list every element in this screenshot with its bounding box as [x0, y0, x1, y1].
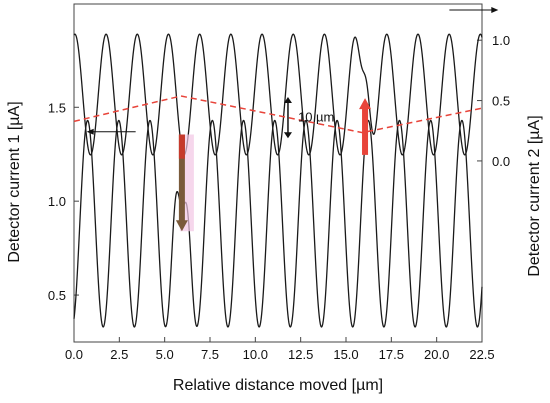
up-arrow-shaft — [362, 108, 369, 155]
x-tick-label-3: 7.5 — [201, 347, 219, 362]
y-left-tick-label-2: 1.5 — [48, 100, 66, 115]
x-tick-label-4: 10.0 — [243, 347, 268, 362]
scale-bar-label: 10 µm — [298, 110, 334, 125]
x-tick-label-2: 5.0 — [156, 347, 174, 362]
series-2-line — [73, 95, 483, 134]
y-left-tick-label-1: 1.0 — [48, 194, 66, 209]
x-tick-label-8: 20.0 — [424, 347, 449, 362]
direction-arrow-1-head — [86, 128, 94, 135]
down-arrow-shaft — [178, 134, 185, 222]
series-0-line — [73, 33, 483, 156]
y-right-tick-label-1: 0.5 — [492, 94, 510, 109]
x-tick-label-7: 17.5 — [379, 347, 404, 362]
x-tick-label-0: 0.0 — [65, 347, 83, 362]
x-axis-title: Relative distance moved [µm] — [173, 377, 383, 394]
x-tick-label-1: 2.5 — [110, 347, 128, 362]
down-arrow-top — [178, 134, 185, 159]
y-right-tick-label-0: 0.0 — [492, 154, 510, 169]
x-tick-label-9: 22.5 — [469, 347, 494, 362]
chart-marks — [73, 7, 499, 342]
scale-bar-head-up — [283, 96, 292, 103]
y-axis-right-title: Detector current 2 [µA] — [526, 115, 543, 276]
direction-arrow-0-head — [491, 7, 499, 14]
y-axis-left-title: Detector current 1 [µA] — [6, 101, 23, 262]
y-right-tick-label-2: 1.0 — [492, 33, 510, 48]
x-tick-label-5: 12.5 — [288, 347, 313, 362]
y-left-tick-label-0: 0.5 — [48, 288, 66, 303]
x-tick-label-6: 15.0 — [333, 347, 358, 362]
up-arrow-head — [359, 98, 372, 110]
down-arrow-head — [175, 220, 188, 232]
series-1-line — [73, 119, 483, 328]
plot-area — [73, 3, 483, 343]
scale-bar-head-down — [283, 132, 292, 139]
